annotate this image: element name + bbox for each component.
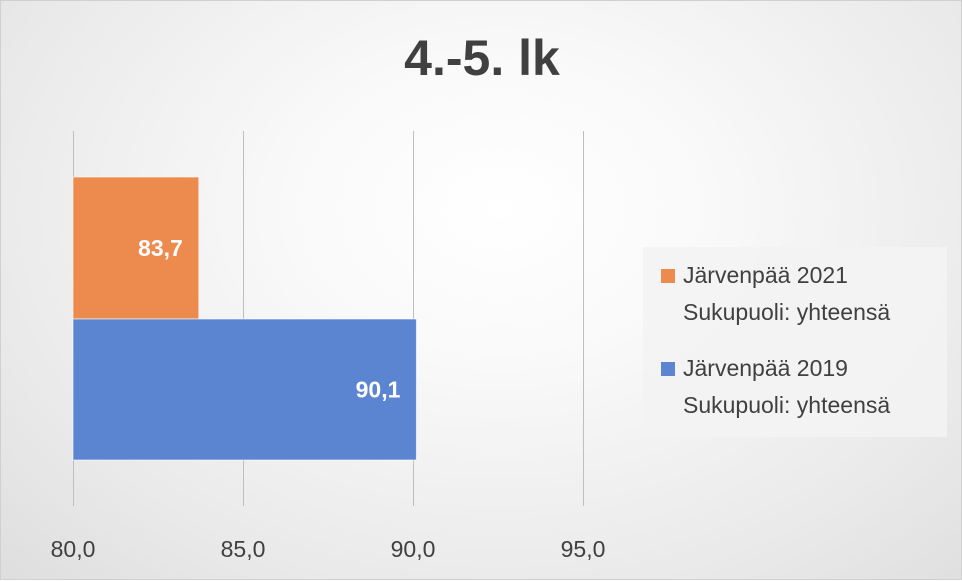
data-label-1: 90,1 <box>356 377 401 403</box>
legend-swatch-2019 <box>661 362 675 376</box>
bar-1 <box>72 318 417 461</box>
legend-label-2021-line2: Sukupuoli: yhteensä <box>683 299 891 325</box>
chart-title: 4.-5. lk <box>404 30 560 86</box>
x-tick-label-1: 85,0 <box>221 536 266 562</box>
x-tick-label-0: 80,0 <box>51 536 96 562</box>
x-tick-label-3: 95,0 <box>561 536 606 562</box>
data-label-0: 83,7 <box>138 235 183 261</box>
x-tick-label-2: 90,0 <box>391 536 436 562</box>
legend-swatch-2021 <box>661 269 675 283</box>
legend: Järvenpää 2021 Sukupuoli: yhteensä Järve… <box>643 247 947 437</box>
legend-label-2019-line1: Järvenpää 2019 <box>683 355 848 381</box>
legend-label-2021-line1: Järvenpää 2021 <box>683 262 848 288</box>
legend-label-2019-line2: Sukupuoli: yhteensä <box>683 392 891 418</box>
